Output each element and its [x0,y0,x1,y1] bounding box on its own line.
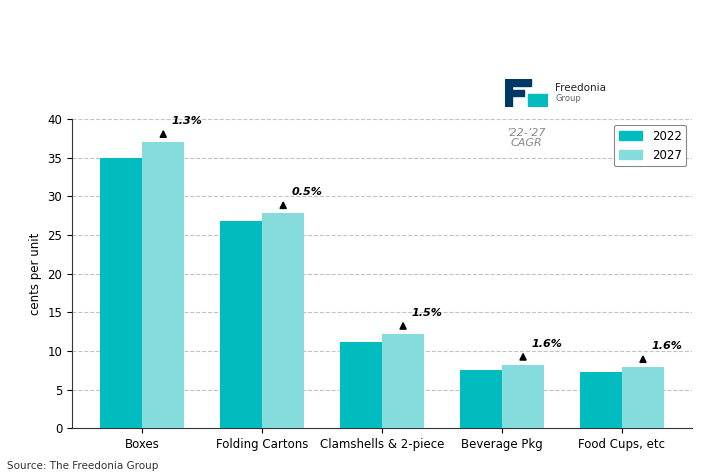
Bar [528,94,548,107]
Bar [505,79,513,107]
Bar [502,365,544,428]
Text: 1.3%: 1.3% [172,116,203,126]
Text: Paper Foodservice Packaging & Serviceware Pricing by Product,: Paper Foodservice Packaging & Servicewar… [9,31,435,44]
Bar [142,142,185,428]
Bar [382,334,424,428]
Bar [505,90,524,96]
Bar [220,221,262,428]
Bar [262,213,304,428]
Text: ’22-’27: ’22-’27 [506,129,546,139]
Text: 2012, 2017, 2022, & 2027: 2012, 2017, 2022, & 2027 [9,57,180,69]
Text: CAGR: CAGR [510,139,542,149]
Text: Figure 3-3.: Figure 3-3. [9,9,81,21]
Y-axis label: cents per unit: cents per unit [29,232,42,315]
Bar [100,158,142,428]
Legend: 2022, 2027: 2022, 2027 [614,125,686,166]
Text: (cents per unit): (cents per unit) [9,82,113,95]
Bar [505,79,531,86]
Text: 1.6%: 1.6% [651,341,682,351]
Text: Freedonia: Freedonia [555,83,606,93]
Text: 1.6%: 1.6% [531,339,562,349]
Text: Group: Group [555,94,581,103]
Bar [340,342,382,428]
Text: 1.5%: 1.5% [412,308,443,318]
Bar [580,372,622,428]
Bar [622,367,664,428]
Text: Source: The Freedonia Group: Source: The Freedonia Group [7,461,159,471]
Bar [460,369,502,428]
Text: 0.5%: 0.5% [291,187,322,197]
